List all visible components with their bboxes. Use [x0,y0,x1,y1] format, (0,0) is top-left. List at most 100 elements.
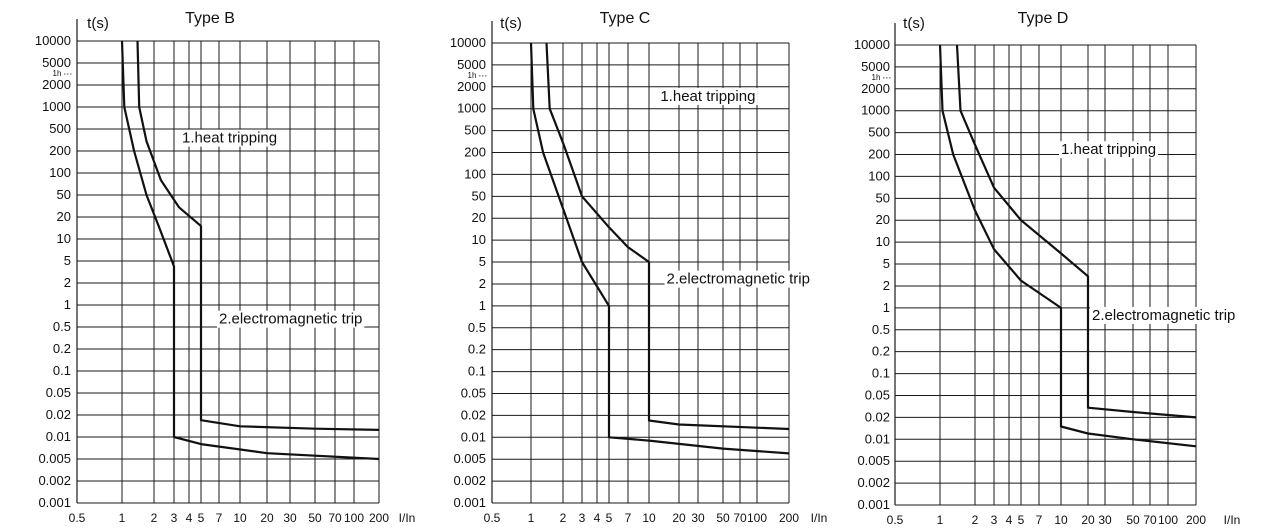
y-tick-label: 100 [464,166,486,181]
x-tick-label: 5 [1018,513,1025,527]
x-tick-label: 10 [233,511,247,525]
y-tick-label: 0.005 [857,453,890,468]
x-tick-label: 1 [119,511,126,525]
chart-title: Type C [600,10,651,27]
y-tick-label: 0.005 [453,451,486,466]
x-tick-label: 2 [151,511,158,525]
x-tick-label: 5 [606,511,613,525]
x-tick-label: 10 [642,511,656,525]
y-tick-label: 50 [876,190,890,205]
y-tick-label: 1 [479,298,486,313]
y-tick-label: 5000 [861,59,890,74]
x-tick-label: 7 [216,511,223,525]
y-tick-label: 1000 [42,99,71,114]
chart-title: Type D [1018,10,1069,27]
annotation-backdrop [664,270,812,288]
y-tick-label: 0.2 [468,342,486,357]
y-tick-label: 2000 [42,77,71,92]
x-tick-label: 3 [171,511,178,525]
x-tick-label: 50 [1126,513,1140,527]
y-tick-label: 2 [64,275,71,290]
x-tick-label: 200 [779,511,799,525]
y-tick-label: 10000 [450,35,486,50]
annotation-electromagnetic-trip: 2.electromagnetic trip [667,271,810,288]
y-tick-label: 2000 [861,81,890,96]
y-tick-label: 0.001 [453,495,486,510]
y-tick-label: 0.01 [461,429,486,444]
trip-curve-2 [136,40,380,431]
y-tick-label: 0.05 [461,385,486,400]
y-tick-label: 0.02 [46,407,71,422]
x-tick-label: 2 [972,513,979,527]
x-tick-label: 70 [328,511,342,525]
y-tick-label: 0.05 [865,387,890,402]
y-tick-label: 2 [479,276,486,291]
y-tick-label: 100 [49,165,71,180]
y-tick-label: 0.001 [38,495,71,510]
x-tick-label: 70 [1143,513,1157,527]
y-tick-label: 200 [868,147,890,162]
chart-title: Type B [185,10,235,27]
x-tick-label: 200 [1186,513,1206,527]
y-tick-label: 0.001 [857,497,890,512]
y-tick-label: 0.1 [872,366,890,381]
x-tick-label: 4 [186,511,193,525]
y-tick-label: 1000 [457,101,486,116]
x-tick-label: 50 [308,511,322,525]
x-tick-label: 50 [716,511,730,525]
annotation-backdrop [658,87,758,105]
x-tick-label: 0.5 [887,513,904,527]
x-tick-label: 70 [733,511,747,525]
x-tick-label: 1 [937,513,944,527]
x-tick-label: 20 [672,511,686,525]
y-tick-label: 500 [464,123,486,138]
annotation-backdrop [180,129,280,147]
y-tick-label: 0.002 [857,475,890,490]
y-tick-label: 1 [64,297,71,312]
y-tick-label: 1000 [861,103,890,118]
y-tick-label: 10 [57,231,71,246]
y-tick-label: 0.005 [38,451,71,466]
y-tick-label: 20 [57,209,71,224]
y-axis-label: t(s) [903,15,925,32]
chart-panel-type-b: 100005000200010005002001005020105210.50.… [35,10,416,525]
annotation-backdrop [1059,141,1159,159]
x-tick-label: 100 [1158,513,1178,527]
y-tick-label: 500 [49,121,71,136]
y-tick-label: 10000 [35,33,71,48]
y-tick-label: 5000 [42,55,71,70]
annotation-backdrop [217,310,365,328]
y-axis-label: t(s) [87,15,109,32]
annotation-backdrop [1089,306,1238,324]
y-tick-label: 5 [479,254,486,269]
x-tick-label: 3 [579,511,586,525]
annotation-electromagnetic-trip: 2.electromagnetic trip [219,311,362,328]
x-tick-label: 100 [344,511,364,525]
chart-panel-type-c: 100005000200010005002001005020105210.50.… [450,10,828,525]
one-hour-marker: 1h [872,73,881,82]
trip-curve-2 [955,44,1197,419]
y-tick-label: 20 [472,210,486,225]
y-tick-label: 0.01 [46,429,71,444]
x-tick-label: 0.5 [69,511,86,525]
x-tick-label: 4 [594,511,601,525]
y-axis-label: t(s) [500,15,522,32]
y-tick-label: 100 [868,168,890,183]
y-tick-label: 500 [868,125,890,140]
x-tick-label: 7 [1036,513,1043,527]
y-tick-label: 0.2 [53,341,71,356]
x-tick-label: 3 [991,513,998,527]
x-tick-label: 30 [1098,513,1112,527]
y-tick-label: 2000 [457,79,486,94]
y-tick-label: 0.1 [468,364,486,379]
y-tick-label: 50 [472,188,486,203]
y-tick-label: 1 [883,300,890,315]
one-hour-marker: 1h [468,71,477,80]
trip-curve-1 [938,44,1197,448]
x-tick-label: 1 [528,511,535,525]
trip-curve-1 [120,40,380,461]
x-tick-label: 0.5 [484,511,501,525]
x-tick-label: 30 [283,511,297,525]
annotation-heat-tripping: 1.heat tripping [1061,141,1156,158]
